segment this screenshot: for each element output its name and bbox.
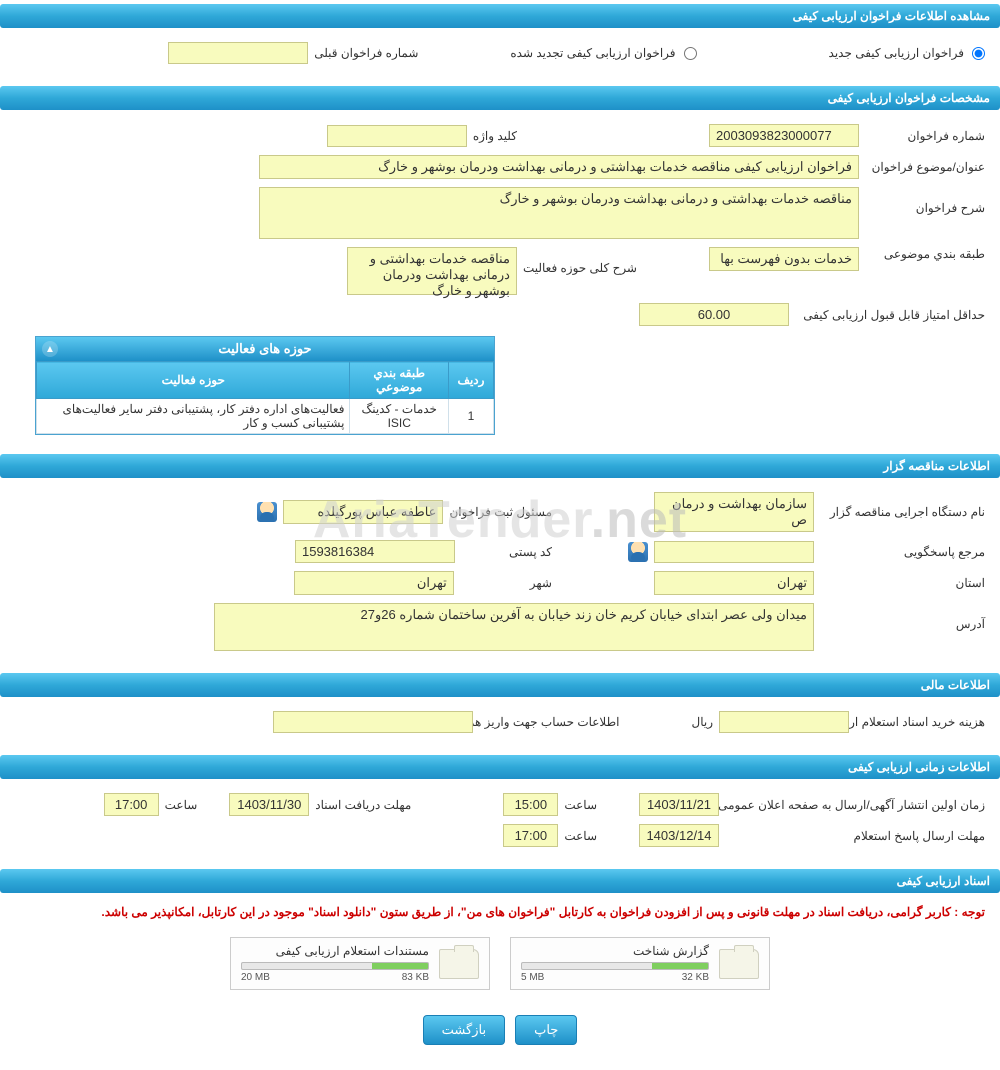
cat-value: خدمات بدون فهرست بها: [709, 247, 859, 271]
docs-wrap: گزارش شناخت 5 MB 32 KB مستندات استعلام ا…: [0, 927, 1000, 1000]
header-timing: اطلاعات زمانی ارزیابی کیفی: [0, 755, 1000, 779]
deadline-label: مهلت دریافت اسناد: [315, 798, 411, 812]
person-icon[interactable]: [628, 542, 648, 562]
body-view-info: فراخوان ارزیابی کیفی جدید فراخوان ارزیاب…: [0, 32, 1000, 82]
activity-table: حوزه های فعالیت ▲ ردیف طبقه بندي موضوعي …: [35, 336, 495, 435]
minscore-label: حداقل امتیاز قابل قبول ارزیابی کیفی: [795, 308, 985, 322]
header-call-spec: مشخصات فراخوان ارزیابی کیفی: [0, 86, 1000, 110]
radio-renew-call[interactable]: فراخوان ارزیابی کیفی تجدید شده: [510, 46, 696, 60]
header-tenderer: اطلاعات مناقصه گزار: [0, 454, 1000, 478]
resp-value: [654, 541, 814, 563]
cat-label: طبقه بندي موضوعی: [865, 247, 985, 261]
call-no-label: شماره فراخوان: [865, 129, 985, 143]
doc-box-2[interactable]: مستندات استعلام ارزیابی کیفی 20 MB 83 KB: [230, 937, 490, 990]
scope-value: مناقصه خدمات بهداشتی و درمانی بهداشت ودر…: [347, 247, 517, 295]
person-icon[interactable]: [257, 502, 277, 522]
body-tenderer: نام دستگاه اجرایی مناقصه گزار سازمان بهد…: [0, 482, 1000, 669]
doc2-title: مستندات استعلام ارزیابی کیفی: [241, 944, 429, 958]
subject-label: عنوان/موضوع فراخوان: [865, 160, 985, 174]
radio-renew-input[interactable]: [684, 47, 697, 60]
print-button[interactable]: چاپ: [515, 1015, 577, 1045]
doc2-bar: [241, 962, 429, 970]
post-value: 1593816384: [295, 540, 455, 563]
doc1-bar: [521, 962, 709, 970]
org-label: نام دستگاه اجرایی مناقصه گزار: [820, 505, 985, 519]
radio-new-input[interactable]: [972, 47, 985, 60]
body-call-spec: شماره فراخوان 2003093823000077 کلید واژه…: [0, 114, 1000, 450]
time-label-2: ساعت: [165, 798, 198, 812]
subject-value: فراخوان ارزیابی کیفی مناقصه خدمات بهداشت…: [259, 155, 859, 179]
doc2-max: 20 MB: [241, 972, 270, 983]
doc1-cur: 32 KB: [682, 972, 709, 983]
pub-date: 1403/11/21: [639, 793, 719, 816]
acct-value: [273, 711, 473, 733]
pub-label: زمان اولین انتشار آگهی/ارسال به صفحه اعل…: [725, 798, 985, 812]
prov-label: استان: [820, 576, 985, 590]
city-value: تهران: [294, 571, 454, 595]
acct-label: اطلاعات حساب جهت واریز هزینه خرید اسناد: [479, 715, 619, 729]
prev-no-value: [168, 42, 308, 64]
deadline-time: 17:00: [104, 793, 159, 816]
reply-time: 17:00: [503, 824, 558, 847]
pub-time: 15:00: [503, 793, 558, 816]
folder-icon: [439, 949, 479, 979]
td-row: 1: [449, 399, 494, 434]
addr-label: آدرس: [820, 603, 985, 631]
call-no-value: 2003093823000077: [709, 124, 859, 147]
doc-box-1[interactable]: گزارش شناخت 5 MB 32 KB: [510, 937, 770, 990]
prov-value: تهران: [654, 571, 814, 595]
header-financial: اطلاعات مالی: [0, 673, 1000, 697]
reply-date: 1403/12/14: [639, 824, 719, 847]
doc1-max: 5 MB: [521, 972, 544, 983]
minscore-value: 60.00: [639, 303, 789, 326]
prev-no-label: شماره فراخوان قبلی: [314, 46, 418, 60]
time-label-3: ساعت: [564, 829, 597, 843]
button-bar: چاپ بازگشت: [0, 1000, 1000, 1070]
td-cat: خدمات - کدینگ ISIC: [350, 399, 449, 434]
time-label-1: ساعت: [564, 798, 597, 812]
td-scope: فعالیت‌های اداره دفتر کار، پشتیبانی دفتر…: [37, 399, 350, 434]
reg-value: عاطفه عباس پورگیلده: [283, 500, 443, 524]
activity-table-title: حوزه های فعالیت ▲: [36, 337, 494, 361]
radio-new-label: فراخوان ارزیابی کیفی جدید: [829, 46, 964, 60]
th-cat: طبقه بندي موضوعي: [350, 362, 449, 399]
city-label: شهر: [530, 576, 552, 590]
org-value: سازمان بهداشت و درمان ص: [654, 492, 814, 532]
collapse-icon[interactable]: ▲: [42, 341, 58, 357]
doc1-title: گزارش شناخت: [521, 944, 709, 958]
folder-icon: [719, 949, 759, 979]
reply-label: مهلت ارسال پاسخ استعلام: [725, 829, 985, 843]
back-button[interactable]: بازگشت: [423, 1015, 505, 1045]
desc-value: مناقصه خدمات بهداشتی و درمانی بهداشت ودر…: [259, 187, 859, 239]
body-financial: هزینه خرید اسناد استعلام ارزیابی کیفی ری…: [0, 701, 1000, 751]
th-scope: حوزه فعالیت: [37, 362, 350, 399]
cost-value: [719, 711, 849, 733]
reg-label: مسئول ثبت فراخوان: [449, 505, 552, 519]
notice-text: توجه : کاربر گرامی، دریافت اسناد در مهلت…: [0, 897, 1000, 927]
scope-label: شرح کلی حوزه فعالیت: [523, 247, 637, 275]
body-timing: زمان اولین انتشار آگهی/ارسال به صفحه اعل…: [0, 783, 1000, 865]
radio-new-call[interactable]: فراخوان ارزیابی کیفی جدید: [829, 46, 985, 60]
desc-label: شرح فراخوان: [865, 187, 985, 215]
cost-unit: ریال: [691, 715, 713, 729]
deadline-date: 1403/11/30: [229, 793, 309, 816]
table-row: 1 خدمات - کدینگ ISIC فعالیت‌های اداره دف…: [37, 399, 494, 434]
doc2-cur: 83 KB: [402, 972, 429, 983]
keyword-label: کلید واژه: [473, 129, 517, 143]
cost-label: هزینه خرید اسناد استعلام ارزیابی کیفی: [855, 715, 985, 729]
keyword-value: [327, 125, 467, 147]
header-docs: اسناد ارزیابی کیفی: [0, 869, 1000, 893]
header-view-info: مشاهده اطلاعات فراخوان ارزیابی کیفی: [0, 4, 1000, 28]
activity-table-title-text: حوزه های فعالیت: [218, 341, 311, 356]
addr-value: میدان ولی عصر ابتدای خیابان کریم خان زند…: [214, 603, 814, 651]
post-label: کد پستی: [509, 545, 552, 559]
th-row: ردیف: [449, 362, 494, 399]
radio-renew-label: فراخوان ارزیابی کیفی تجدید شده: [510, 46, 675, 60]
resp-label: مرجع پاسخگویی: [820, 545, 985, 559]
